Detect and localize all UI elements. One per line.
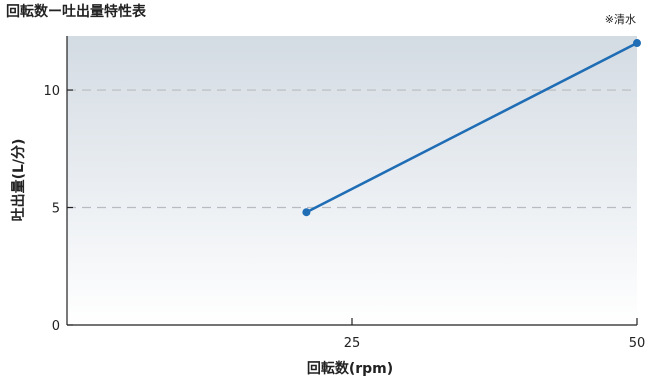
x-tick-label: 25 (344, 336, 361, 351)
data-point (633, 39, 641, 48)
water-note: ※清水 (605, 13, 636, 26)
x-axis-label: 回転数(rpm) (307, 360, 393, 377)
x-tick-label: 50 (629, 336, 646, 351)
data-point (302, 208, 311, 217)
ticks: 0 5 10 25 50 (43, 84, 645, 351)
y-tick-label: 0 (52, 319, 60, 334)
y-tick-label: 10 (43, 84, 60, 99)
grid-lines (67, 89, 637, 209)
plot-area (67, 36, 637, 325)
series (302, 39, 641, 217)
chart-title: 回転数ー吐出量特性表 (6, 3, 147, 20)
series-line (305, 41, 638, 214)
y-tick-label: 5 (52, 202, 60, 217)
y-axis-label: 吐出量(L/分) (10, 139, 27, 222)
